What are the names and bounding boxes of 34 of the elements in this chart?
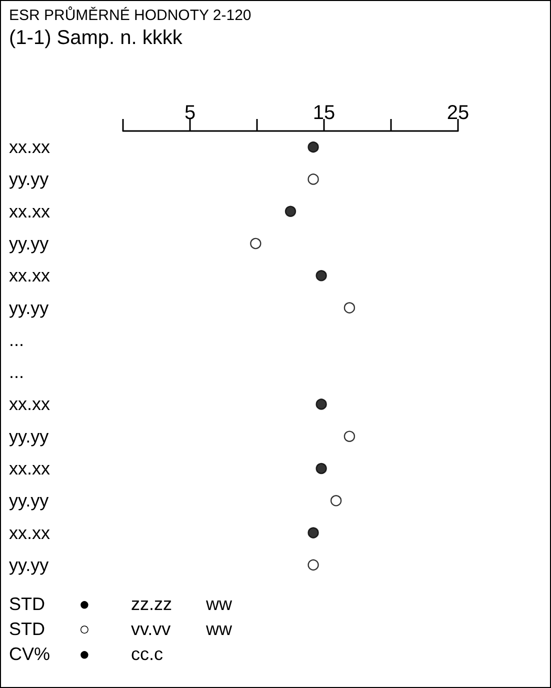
point (344, 302, 356, 314)
text: STD ● zz.zz ww (9, 594, 232, 614)
y-tick-label: xx.xx (9, 394, 50, 414)
point (316, 462, 327, 474)
y-tick-label: yy.yy (9, 298, 49, 318)
y-tick-label: yy.yy (9, 234, 49, 254)
y-tick-label: yy.yy (9, 426, 49, 446)
text: STD ○ vv.vv ww (9, 619, 232, 639)
x-tick-label: 5 (184, 102, 196, 124)
y-tick-label: xx.xx (9, 137, 50, 158)
point (316, 270, 327, 282)
y-tick-label: xx.xx (9, 201, 50, 222)
chart-title: ESR PRŮMĚRNÉ HODNOTY 2-120 (9, 6, 252, 24)
point (308, 527, 319, 538)
point (250, 238, 262, 250)
y-tick-label: xx.xx (9, 266, 50, 286)
x-tick-label: 25 (446, 102, 470, 124)
y-tick-label: yy.yy (9, 554, 49, 575)
point (316, 398, 327, 410)
y-tick-label: xx.xx (9, 522, 50, 543)
point (308, 141, 319, 153)
chart-subtitle: (1-1) Samp. n. kkkk (9, 27, 184, 49)
text: CV% ● cc.c (9, 644, 164, 664)
y-tick-label: yy.yy (9, 169, 49, 190)
point (344, 430, 356, 442)
y-tick-label: yy.yy (9, 490, 49, 511)
point (284, 206, 296, 217)
point (308, 559, 319, 571)
y-tick-label: ... (9, 330, 24, 350)
y-tick-label: ... (9, 362, 24, 382)
y-tick-label: xx.xx (9, 458, 50, 478)
point (308, 174, 319, 185)
x-tick-label: 15 (312, 102, 336, 124)
point (330, 495, 342, 506)
